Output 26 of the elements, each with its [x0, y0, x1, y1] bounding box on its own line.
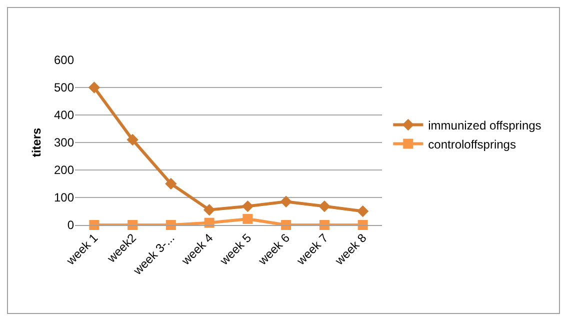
point: [358, 220, 368, 230]
y-tick-label: 100: [54, 190, 74, 205]
point: [281, 220, 292, 230]
point: [280, 196, 292, 208]
point: [89, 220, 100, 230]
point: [318, 200, 330, 212]
point: [165, 178, 177, 190]
point: [356, 205, 369, 218]
y-axis-title: titers: [29, 128, 44, 158]
point: [204, 218, 214, 228]
point: [128, 220, 138, 230]
y-tick-label: 300: [54, 136, 74, 150]
y-tick-label: 500: [54, 80, 74, 95]
point: [88, 82, 100, 94]
y-tick-label: 600: [54, 53, 74, 68]
y-tick-label: 0: [67, 218, 74, 232]
y-tick-label: 400: [54, 108, 74, 122]
point: [126, 134, 138, 146]
point: [166, 220, 176, 230]
point: [242, 214, 253, 224]
point: [319, 220, 330, 230]
point: [203, 204, 216, 216]
point: [242, 200, 254, 212]
legend-label: controloffsprings: [428, 137, 516, 152]
legend-label: immunized offsprings: [428, 118, 542, 132]
y-tick-label: 200: [54, 163, 74, 178]
